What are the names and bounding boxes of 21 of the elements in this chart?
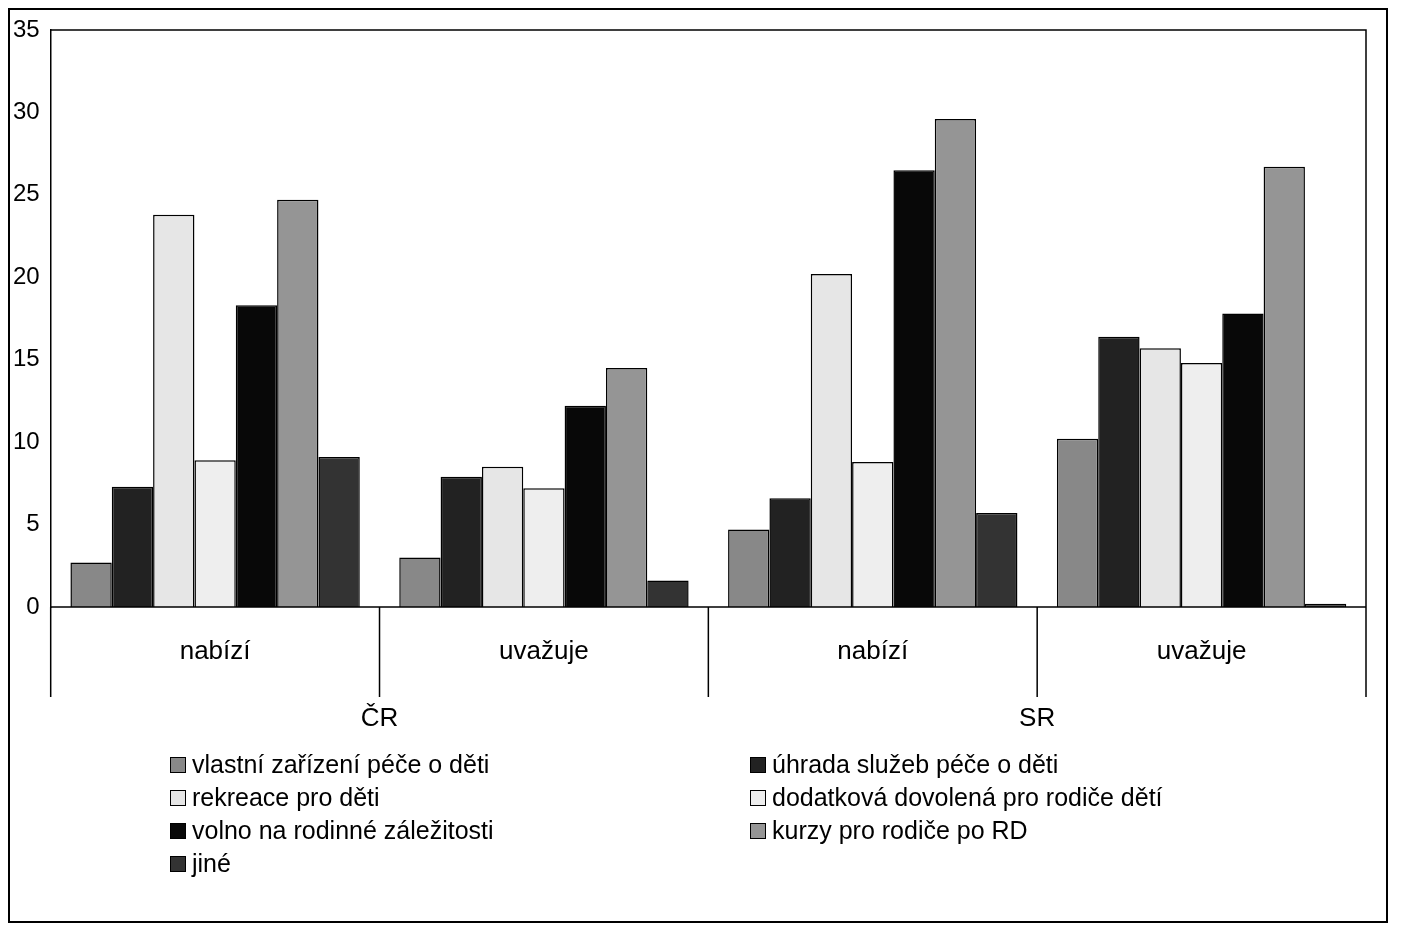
y-tick-label: 35 — [12, 14, 40, 42]
x-tick-label: nabízí — [837, 635, 909, 666]
x-tick-label: nabízí — [179, 635, 252, 666]
y-tick-label: 20 — [12, 261, 40, 289]
y-tick-label: 5 — [26, 509, 40, 537]
y-tick-label: 0 — [26, 591, 40, 619]
text: ČR — [360, 702, 399, 733]
y-tick-label: 25 — [12, 179, 40, 207]
x-tick-label: uvažuje — [499, 635, 589, 666]
x-tick-label: uvažuje — [1156, 635, 1247, 666]
y-tick-label: 15 — [12, 344, 40, 372]
legend-label: volno na rodinné záležitosti — [192, 816, 494, 845]
text: SR — [1019, 702, 1056, 733]
legend-label: úhrada služeb péče o děti — [772, 750, 1059, 779]
legend-label: kurzy pro rodiče po RD — [772, 816, 1028, 845]
y-tick-label: 30 — [12, 97, 40, 125]
legend-label: jiné — [192, 849, 231, 878]
y-tick-label: 10 — [12, 426, 40, 454]
legend-label: rekreace pro děti — [192, 783, 380, 812]
legend-label: dodatková dovolená pro rodiče dětí — [772, 783, 1163, 812]
legend-label: vlastní zařízení péče o děti — [192, 750, 490, 779]
